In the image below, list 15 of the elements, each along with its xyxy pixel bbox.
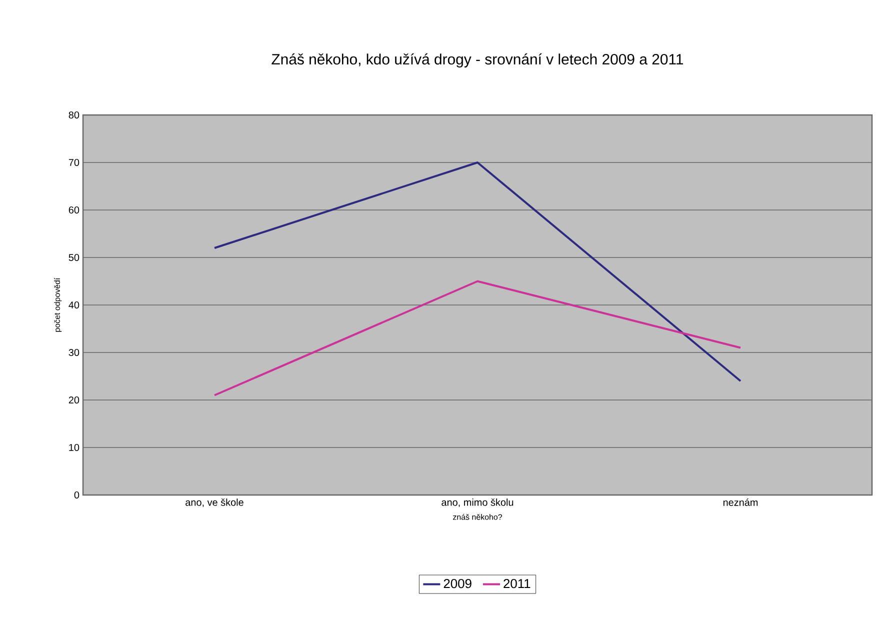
- y-tick-label: 30: [68, 348, 80, 356]
- y-tick-label: 0: [74, 491, 80, 499]
- y-tick-label: 20: [68, 396, 80, 404]
- x-tick-label: ano, ve škole: [186, 498, 244, 508]
- legend-label: 2011: [504, 578, 530, 588]
- y-tick-label: 70: [68, 158, 80, 166]
- chart-title: Znáš někoho, kdo užívá drogy - srovnání v letech 2009 a 2011: [272, 53, 684, 68]
- y-tick-label: 50: [68, 254, 80, 262]
- legend-label: 2009: [444, 578, 472, 588]
- y-tick-label: 40: [68, 301, 80, 309]
- x-tick-label: ano, mimo školu: [442, 498, 514, 508]
- y-tick-label: 10: [69, 444, 80, 452]
- y-tick-label: 80: [68, 111, 80, 119]
- y-tick-label: 60: [68, 206, 80, 214]
- x-tick-label: neznám: [723, 498, 758, 506]
